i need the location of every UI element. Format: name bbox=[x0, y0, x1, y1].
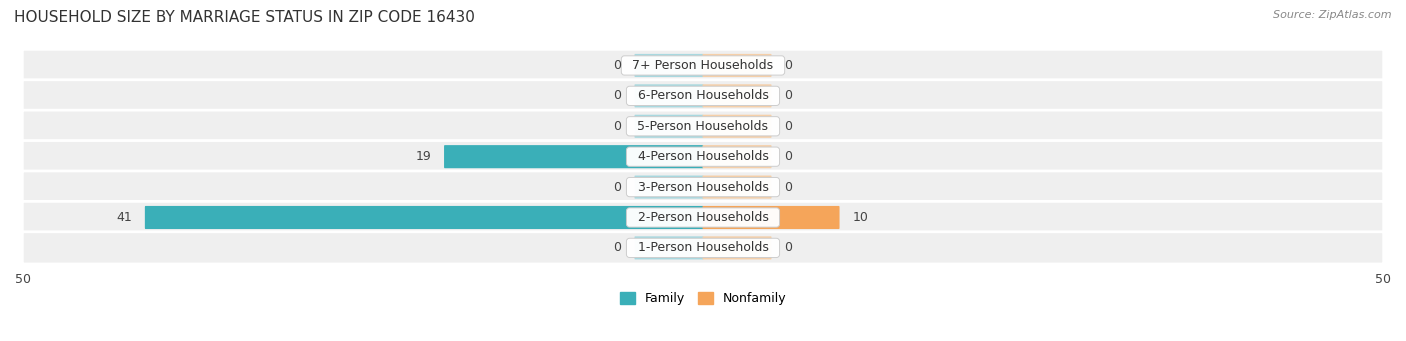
Text: Source: ZipAtlas.com: Source: ZipAtlas.com bbox=[1274, 10, 1392, 20]
Text: 0: 0 bbox=[785, 120, 793, 133]
Text: 0: 0 bbox=[613, 89, 621, 102]
FancyBboxPatch shape bbox=[22, 80, 1384, 112]
FancyBboxPatch shape bbox=[703, 236, 772, 260]
Text: 0: 0 bbox=[785, 241, 793, 254]
Text: 0: 0 bbox=[785, 150, 793, 163]
Text: 5-Person Households: 5-Person Households bbox=[630, 120, 776, 133]
Text: 10: 10 bbox=[852, 211, 869, 224]
FancyBboxPatch shape bbox=[703, 145, 772, 168]
Text: 41: 41 bbox=[117, 211, 132, 224]
Text: 0: 0 bbox=[613, 59, 621, 72]
FancyBboxPatch shape bbox=[703, 176, 772, 199]
Text: 6-Person Households: 6-Person Households bbox=[630, 89, 776, 102]
Text: 0: 0 bbox=[613, 241, 621, 254]
FancyBboxPatch shape bbox=[634, 84, 703, 107]
FancyBboxPatch shape bbox=[22, 202, 1384, 234]
FancyBboxPatch shape bbox=[22, 171, 1384, 203]
Text: 3-Person Households: 3-Person Households bbox=[630, 181, 776, 194]
Text: 1-Person Households: 1-Person Households bbox=[630, 241, 776, 254]
Text: 4-Person Households: 4-Person Households bbox=[630, 150, 776, 163]
Text: 0: 0 bbox=[785, 59, 793, 72]
FancyBboxPatch shape bbox=[703, 206, 839, 229]
FancyBboxPatch shape bbox=[22, 140, 1384, 173]
FancyBboxPatch shape bbox=[22, 232, 1384, 264]
Text: 19: 19 bbox=[415, 150, 432, 163]
Text: 0: 0 bbox=[613, 120, 621, 133]
FancyBboxPatch shape bbox=[634, 176, 703, 199]
Text: HOUSEHOLD SIZE BY MARRIAGE STATUS IN ZIP CODE 16430: HOUSEHOLD SIZE BY MARRIAGE STATUS IN ZIP… bbox=[14, 10, 475, 25]
FancyBboxPatch shape bbox=[703, 84, 772, 107]
FancyBboxPatch shape bbox=[444, 145, 703, 168]
Legend: Family, Nonfamily: Family, Nonfamily bbox=[614, 287, 792, 310]
FancyBboxPatch shape bbox=[634, 54, 703, 77]
FancyBboxPatch shape bbox=[22, 49, 1384, 81]
Text: 2-Person Households: 2-Person Households bbox=[630, 211, 776, 224]
FancyBboxPatch shape bbox=[145, 206, 703, 229]
Text: 7+ Person Households: 7+ Person Households bbox=[624, 59, 782, 72]
FancyBboxPatch shape bbox=[634, 115, 703, 138]
Text: 0: 0 bbox=[785, 89, 793, 102]
FancyBboxPatch shape bbox=[703, 115, 772, 138]
Text: 0: 0 bbox=[785, 181, 793, 194]
FancyBboxPatch shape bbox=[703, 54, 772, 77]
Text: 0: 0 bbox=[613, 181, 621, 194]
FancyBboxPatch shape bbox=[22, 110, 1384, 143]
FancyBboxPatch shape bbox=[634, 236, 703, 260]
